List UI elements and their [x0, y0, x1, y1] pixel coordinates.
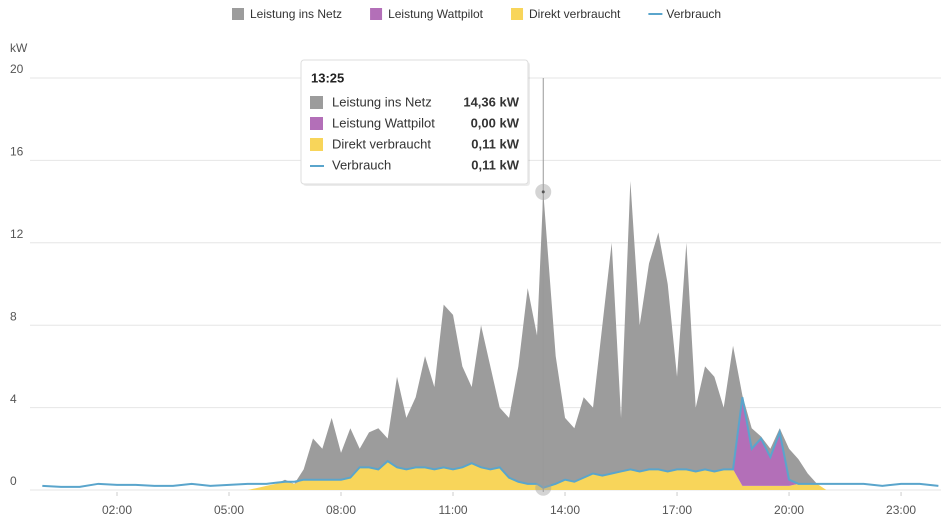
- x-tick-label: 05:00: [214, 503, 244, 517]
- hover-dot: [541, 190, 545, 194]
- y-tick-label: 8: [10, 309, 17, 323]
- y-tick-label: 0: [10, 474, 17, 488]
- legend-label: Leistung ins Netz: [250, 7, 342, 21]
- legend-swatch: [511, 8, 524, 20]
- x-tick-label: 17:00: [662, 503, 692, 517]
- x-tick-label: 23:00: [886, 503, 916, 517]
- y-tick-label: 12: [10, 227, 24, 241]
- x-tick-label: 02:00: [102, 503, 132, 517]
- legend-label: Direkt verbraucht: [529, 7, 621, 21]
- legend-item: Verbrauch: [648, 7, 721, 21]
- legend-item: Leistung Wattpilot: [370, 7, 484, 21]
- legend-label: Leistung Wattpilot: [388, 7, 484, 21]
- tooltip-label: Leistung Wattpilot: [332, 115, 435, 130]
- tooltip-label: Direkt verbraucht: [332, 136, 431, 151]
- tooltip-swatch: [310, 96, 323, 109]
- area: [42, 461, 939, 490]
- tooltip-value: 0,11 kW: [471, 157, 519, 172]
- y-tick-label: 16: [10, 145, 24, 159]
- x-tick-label: 08:00: [326, 503, 356, 517]
- y-axis-label: kW: [10, 41, 28, 55]
- legend-item: Leistung ins Netz: [232, 7, 342, 21]
- x-tick-label: 11:00: [438, 503, 467, 517]
- legend-swatch: [232, 8, 244, 20]
- x-tick-label: 14:00: [550, 503, 580, 517]
- line: [42, 397, 939, 489]
- tooltip-label: Verbrauch: [332, 157, 391, 172]
- tooltip-value: 0,11 kW: [471, 136, 519, 151]
- area: [42, 397, 939, 490]
- hover-marker: [535, 479, 552, 496]
- tooltip-value: 0,00 kW: [471, 115, 520, 130]
- tooltip: 13:25 Leistung ins Netz 14,36 kW Leistung W…: [300, 59, 530, 186]
- legend-label: Verbrauch: [666, 7, 721, 21]
- y-tick-label: 4: [10, 392, 17, 406]
- legend-swatch: [370, 8, 383, 20]
- tooltip-title: 13:25: [311, 70, 344, 85]
- area: [42, 181, 939, 490]
- tooltip-box: [300, 59, 529, 185]
- tooltip-label: Leistung ins Netz: [332, 94, 432, 109]
- x-tick-label: 20:00: [774, 503, 804, 517]
- tooltip-swatch: [310, 117, 323, 130]
- tooltip-swatch: [310, 138, 323, 151]
- tooltip-value: 14,36 kW: [463, 94, 519, 109]
- y-tick-label: 20: [10, 62, 24, 76]
- legend-item: Direkt verbraucht: [511, 7, 621, 21]
